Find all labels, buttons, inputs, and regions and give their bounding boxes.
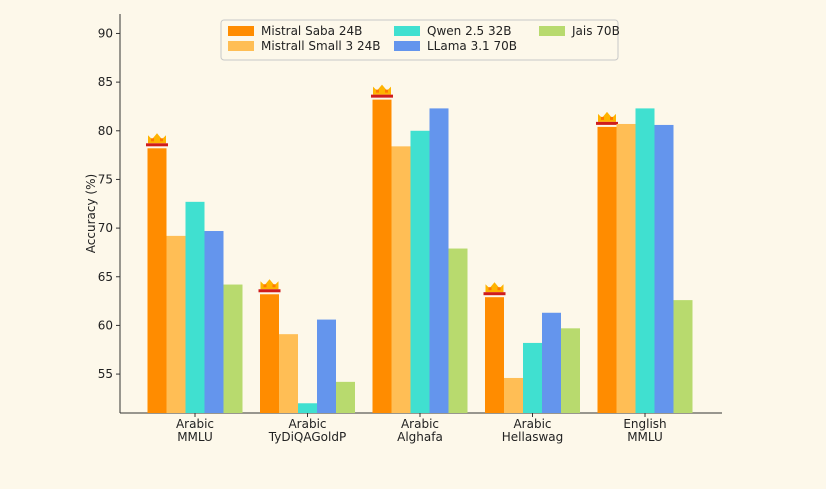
crown-shape bbox=[148, 133, 166, 144]
legend-label: LLama 3.1 70B bbox=[427, 39, 517, 53]
x-tick-label: Hellaswag bbox=[502, 430, 563, 444]
bar bbox=[561, 328, 580, 413]
bar bbox=[542, 312, 561, 413]
crown-shape bbox=[260, 279, 279, 290]
x-tick-label: MMLU bbox=[177, 430, 213, 444]
y-tick-label: 85 bbox=[98, 75, 113, 89]
x-tick-label: TyDiQAGoldP bbox=[268, 430, 346, 444]
legend-swatch bbox=[394, 26, 420, 36]
bar bbox=[485, 297, 504, 413]
x-tick-label: English bbox=[623, 417, 666, 431]
crown-jewel bbox=[610, 116, 613, 120]
bar bbox=[410, 130, 430, 413]
crown-jewel bbox=[385, 89, 388, 93]
bar bbox=[448, 248, 468, 413]
crown-band bbox=[371, 94, 393, 98]
bar bbox=[673, 300, 693, 413]
bar bbox=[204, 231, 224, 413]
crown-icon bbox=[258, 279, 281, 293]
y-tick-label: 60 bbox=[98, 318, 113, 332]
legend-label: Jais 70B bbox=[571, 24, 620, 38]
y-tick-label: 65 bbox=[98, 270, 113, 284]
legend-label: Mistrall Small 3 24B bbox=[261, 39, 381, 53]
x-tick-label: Arabic bbox=[288, 417, 326, 431]
x-tick-label: MMLU bbox=[627, 430, 663, 444]
y-tick-label: 75 bbox=[98, 172, 113, 186]
bar bbox=[166, 235, 186, 413]
x-tick-label: Alghafa bbox=[397, 430, 443, 444]
crown-jewel bbox=[376, 89, 379, 93]
crown-jewel bbox=[272, 284, 276, 288]
y-tick-label: 90 bbox=[98, 26, 113, 40]
bar bbox=[372, 99, 392, 413]
bar bbox=[635, 108, 655, 414]
bar bbox=[597, 126, 617, 413]
legend-box bbox=[220, 19, 619, 61]
bar bbox=[298, 403, 317, 413]
crown-icon bbox=[146, 133, 168, 147]
crown-band bbox=[258, 289, 281, 293]
crown-shape bbox=[598, 111, 616, 122]
crown-band bbox=[596, 121, 618, 125]
legend-swatch bbox=[228, 26, 254, 36]
bar bbox=[391, 146, 411, 413]
legend-label: Mistral Saba 24B bbox=[261, 24, 362, 38]
bar bbox=[260, 294, 279, 413]
crown-jewel bbox=[497, 287, 501, 291]
bar bbox=[429, 108, 449, 414]
x-tick-label: Arabic bbox=[513, 417, 551, 431]
crown-band bbox=[483, 292, 506, 296]
legend-label: Qwen 2.5 32B bbox=[427, 24, 511, 38]
crown-icon bbox=[483, 282, 506, 296]
crown-band bbox=[146, 143, 168, 147]
bar bbox=[279, 334, 298, 413]
crown-icon bbox=[596, 111, 618, 125]
crown-shape bbox=[373, 84, 391, 95]
y-tick-label: 70 bbox=[98, 221, 113, 235]
crown-jewel bbox=[488, 287, 492, 291]
x-tick-label: Arabic bbox=[176, 417, 214, 431]
legend-swatch bbox=[228, 41, 254, 51]
legend-swatch bbox=[394, 41, 420, 51]
x-tick-label: Arabic bbox=[401, 417, 439, 431]
crown-jewel bbox=[263, 284, 267, 288]
legend-swatch bbox=[539, 26, 565, 36]
y-axis-label: Accuracy (%) bbox=[84, 174, 98, 253]
bar bbox=[317, 319, 336, 413]
bar bbox=[147, 148, 167, 414]
bar bbox=[336, 381, 355, 413]
bar bbox=[504, 377, 523, 413]
y-tick-label: 80 bbox=[98, 124, 113, 138]
bar bbox=[523, 342, 542, 413]
bar bbox=[185, 201, 205, 413]
crown-jewel bbox=[151, 138, 154, 142]
y-tick-label: 55 bbox=[98, 367, 113, 381]
crown-icon bbox=[371, 84, 393, 98]
crown-jewel bbox=[160, 138, 163, 142]
bar bbox=[223, 284, 243, 413]
bar bbox=[616, 123, 636, 413]
crown-shape bbox=[485, 282, 504, 293]
bar bbox=[654, 124, 674, 413]
crown-jewel bbox=[601, 116, 604, 120]
